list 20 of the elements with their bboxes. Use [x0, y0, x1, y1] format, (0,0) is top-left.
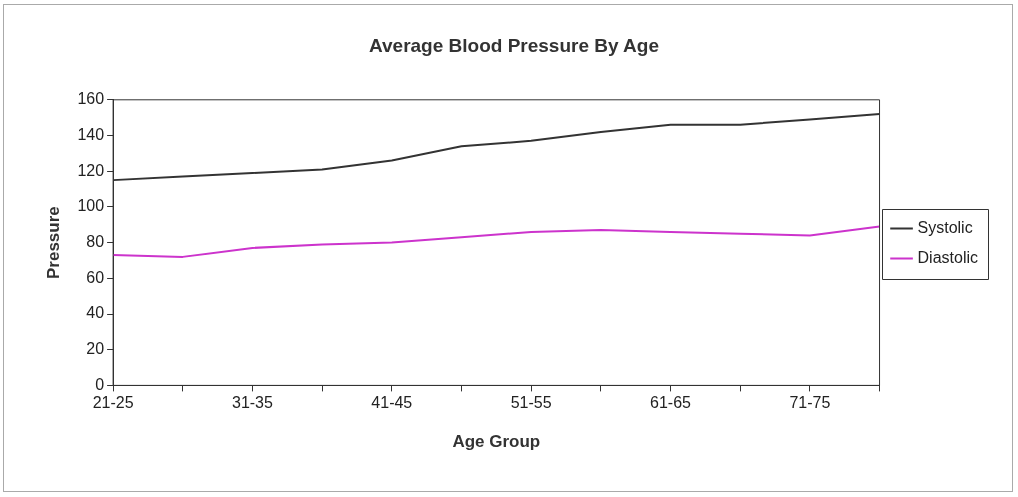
y-tick-label: 160 — [77, 90, 105, 108]
y-tick-label: 120 — [77, 161, 105, 179]
legend-label: Systolic — [917, 218, 973, 236]
y-tick-label: 100 — [77, 197, 105, 215]
y-tick-label: 40 — [86, 304, 105, 322]
x-axis-title: Age Group — [452, 432, 541, 452]
y-tick-label: 20 — [86, 340, 105, 358]
chart-title: Average Blood Pressure By Age — [368, 34, 660, 56]
x-tick-label: 71-75 — [789, 394, 831, 412]
y-tick-label: 0 — [95, 375, 105, 393]
y-tick-label: 80 — [86, 233, 105, 251]
x-tick-label: 21-25 — [92, 394, 134, 412]
x-tick-label: 51-55 — [510, 394, 552, 412]
x-tick-label: 31-35 — [231, 394, 274, 412]
x-tick-label: 61-65 — [650, 394, 692, 412]
x-tick-label: 41-45 — [371, 394, 413, 412]
legend-label: Diastolic — [917, 248, 979, 266]
y-tick-label: 140 — [77, 125, 105, 143]
y-axis-title: Pressure — [43, 206, 63, 279]
y-tick-label: 60 — [86, 268, 105, 286]
